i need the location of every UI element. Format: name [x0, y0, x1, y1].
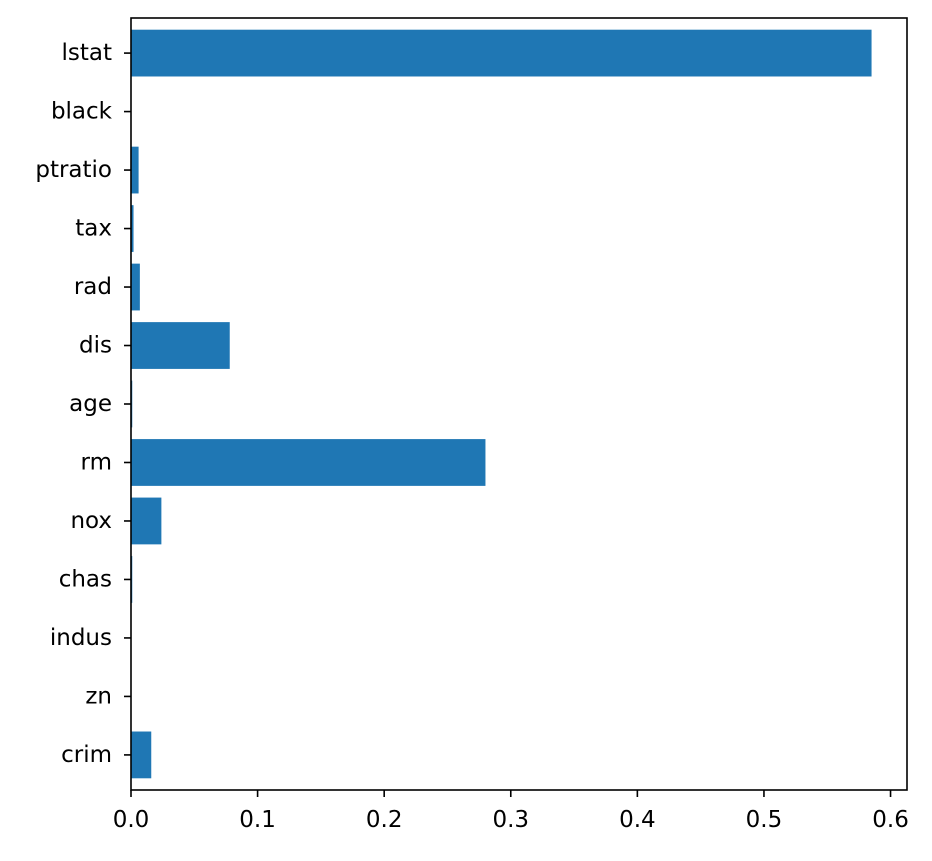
y-tick-label-chas: chas — [59, 566, 112, 592]
y-tick-label-lstat: lstat — [61, 40, 112, 66]
x-tick-label-6: 0.6 — [872, 807, 909, 833]
plot-frame — [130, 17, 908, 791]
y-tick-label-rad: rad — [74, 274, 112, 300]
y-axis-ticks: crim zn indus chas nox rm age dis rad tax ptratio b… — [35, 40, 131, 768]
y-tick-label-dis: dis — [79, 333, 112, 359]
y-tick-label-zn: zn — [85, 683, 112, 709]
bar-nox — [131, 497, 162, 545]
bar-ptratio — [131, 146, 139, 194]
y-tick-label-age: age — [69, 391, 112, 417]
y-tick-label-crim: crim — [61, 742, 112, 768]
bar-crim — [131, 731, 152, 779]
y-tick-label-black: black — [51, 99, 113, 125]
x-tick-label-1: 0.1 — [239, 807, 276, 833]
x-tick-label-2: 0.2 — [366, 807, 403, 833]
bar-dis — [131, 322, 230, 369]
x-axis-ticks: 0.0 0.1 0.2 0.3 0.4 0.5 0.6 — [113, 790, 909, 833]
x-tick-label-0: 0.0 — [113, 807, 150, 833]
bar-rm — [131, 439, 486, 486]
y-tick-label-nox: nox — [70, 508, 112, 534]
bar-rad — [131, 263, 140, 311]
x-tick-label-5: 0.5 — [746, 807, 783, 833]
bars-layer — [131, 29, 872, 779]
y-tick-label-ptratio: ptratio — [35, 157, 112, 183]
x-tick-label-4: 0.4 — [619, 807, 656, 833]
x-tick-label-3: 0.3 — [492, 807, 529, 833]
bar-tax — [131, 205, 134, 252]
y-tick-label-tax: tax — [75, 216, 112, 242]
bar-lstat — [131, 29, 872, 77]
y-tick-label-indus: indus — [50, 625, 112, 651]
y-tick-label-rm: rm — [81, 449, 112, 475]
